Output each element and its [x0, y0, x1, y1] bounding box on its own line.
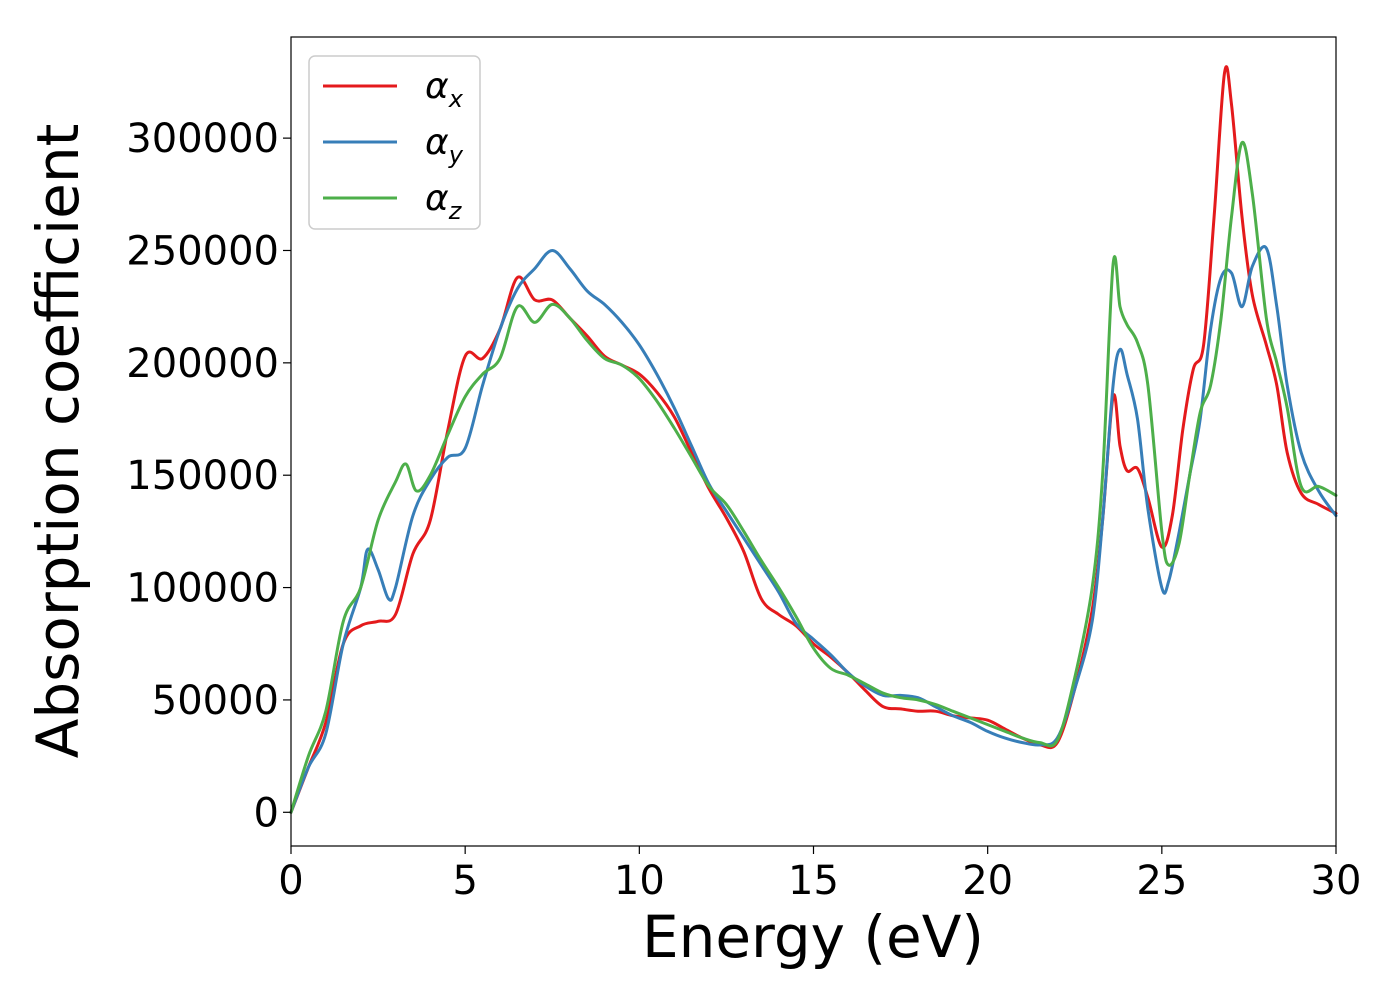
legend: αx αy αz — [308, 55, 481, 230]
x-axis-title: Energy (eV) — [642, 903, 984, 971]
legend-label-x: αx — [425, 66, 464, 113]
series-layer — [289, 65, 1338, 814]
x-tick-label: 15 — [788, 858, 839, 904]
y-tick-label: 200000 — [126, 341, 279, 387]
y-tick-label: 300000 — [126, 116, 279, 162]
x-axis: 0 5 10 15 20 25 30 — [278, 846, 1361, 904]
y-tick-label: 150000 — [126, 453, 279, 499]
series-line-z — [289, 141, 1338, 814]
x-tick-label: 5 — [452, 858, 477, 904]
x-tick-label: 25 — [1136, 858, 1187, 904]
y-axis: 0 50000 100000 150000 200000 250000 300000 — [126, 116, 291, 836]
y-tick-label: 100000 — [126, 566, 279, 612]
y-tick-label: 50000 — [152, 678, 279, 724]
y-axis-title: Absorption coefficient — [24, 124, 92, 759]
x-tick-label: 30 — [1311, 858, 1362, 904]
legend-label-y: αy — [425, 122, 464, 169]
y-tick-label: 250000 — [126, 228, 279, 274]
x-tick-label: 20 — [962, 858, 1013, 904]
x-tick-label: 10 — [614, 858, 665, 904]
x-tick-label: 0 — [278, 858, 303, 904]
legend-label-z: αz — [425, 178, 463, 225]
series-line-x — [289, 65, 1338, 814]
y-tick-label: 0 — [254, 790, 279, 836]
